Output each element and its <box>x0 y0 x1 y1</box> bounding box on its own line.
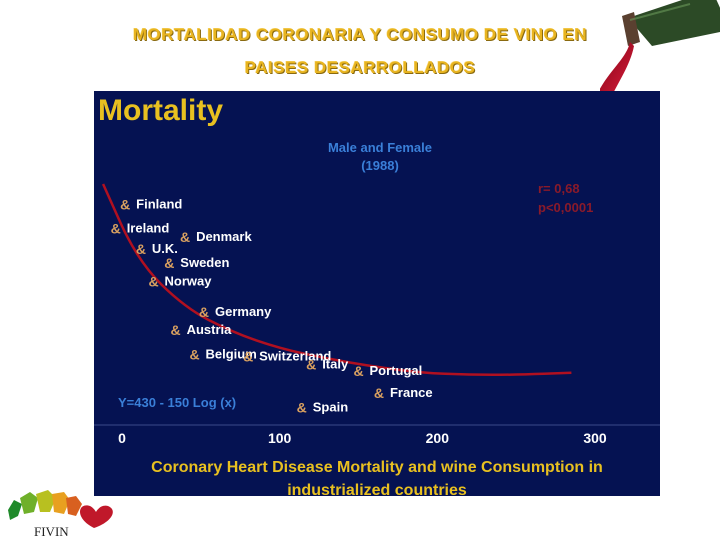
data-point-marker: & <box>374 385 384 401</box>
wine-bottle-icon <box>600 0 720 100</box>
correlation-r: r= 0,68 <box>538 181 580 196</box>
data-point-label: Belgium <box>206 347 257 362</box>
data-point-label: Denmark <box>196 229 252 244</box>
data-point-marker: & <box>171 322 181 338</box>
data-point-label: U.K. <box>152 241 178 256</box>
data-point-marker: & <box>297 399 307 415</box>
regression-curve <box>101 183 572 377</box>
logo-text: FIVIN <box>34 524 69 539</box>
data-point-marker: & <box>306 357 316 373</box>
data-point-marker: & <box>148 273 158 289</box>
slide-title-line1: MORTALIDAD CORONARIA Y CONSUMO DE VINO E… <box>132 25 588 44</box>
data-point-label: Portugal <box>370 363 423 378</box>
chart-caption-2: industrialized countries <box>287 482 467 496</box>
chart-subtitle-1: Male and Female <box>328 140 432 155</box>
chart-title: Mortality <box>98 94 223 127</box>
regression-equation: Y=430 - 150 Log (x) <box>118 395 236 410</box>
x-tick-label: 0 <box>118 430 126 446</box>
data-point-label: Austria <box>187 322 233 337</box>
data-point-marker: & <box>199 304 209 320</box>
data-point-marker: & <box>136 241 146 257</box>
data-point-marker: & <box>353 363 363 379</box>
data-point-label: Sweden <box>180 255 229 270</box>
data-point-marker: & <box>111 221 121 237</box>
data-point-label: Ireland <box>127 221 170 236</box>
x-tick-label: 200 <box>426 430 450 446</box>
data-point-marker: & <box>180 229 190 245</box>
data-point-label: Norway <box>165 273 213 288</box>
chart-subtitle-2: (1988) <box>361 158 399 173</box>
correlation-p: p<0,0001 <box>538 200 593 215</box>
data-point-marker: & <box>243 349 253 365</box>
data-point-marker: & <box>164 255 174 271</box>
scatter-points: & Finland& Ireland& U.K.& Denmark& Sweden& Nor… <box>111 196 433 415</box>
slide-title-line2: PAISES DESARROLLADOS <box>244 58 476 77</box>
data-point-label: Italy <box>322 357 349 372</box>
mortality-chart: Mortality Male and Female (1988) r= 0,68… <box>94 91 660 496</box>
data-point-label: France <box>390 385 433 400</box>
data-point-label: Spain <box>313 399 348 414</box>
fivin-logo: FIVIN <box>8 490 113 539</box>
data-point-label: Germany <box>215 304 272 319</box>
x-axis-ticks: 0 100 200 300 <box>118 430 607 446</box>
data-point-label: Finland <box>136 196 182 211</box>
data-point-marker: & <box>120 196 130 212</box>
data-point-label: Switzerland <box>259 349 331 364</box>
data-point-marker: & <box>189 347 199 363</box>
chart-background <box>94 91 660 496</box>
chart-caption-1: Coronary Heart Disease Mortality and win… <box>151 459 603 476</box>
x-tick-label: 300 <box>583 430 607 446</box>
x-tick-label: 100 <box>268 430 292 446</box>
